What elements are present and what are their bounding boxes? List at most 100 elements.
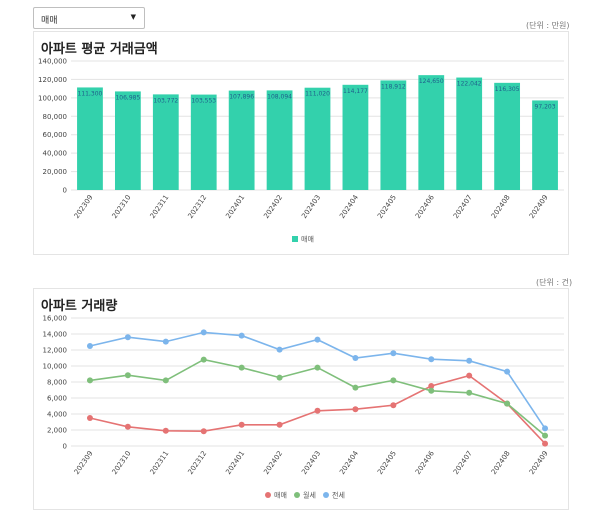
bar-value-label: 124,650 <box>419 78 444 85</box>
y-tick-label: 12,000 <box>43 347 68 355</box>
price-bar-chart: 0 20,000 40,000 60,000 80,000 100,000 120,000 1… <box>38 58 564 244</box>
price-chart-panel: 아파트 평균 거래금액 0 20,000 40,000 60,000 80,000 100… <box>33 31 569 255</box>
bar <box>456 77 483 190</box>
data-point <box>504 400 511 407</box>
data-point <box>428 383 435 389</box>
bar-value-label: 97,203 <box>535 103 556 110</box>
data-point <box>352 355 359 361</box>
data-point <box>314 407 321 414</box>
x-tick-label: 202402 <box>262 194 284 220</box>
unit-label-volume: (단위 : 건) <box>536 278 573 287</box>
y-tick-label: 140,000 <box>38 58 67 66</box>
legend-swatch <box>292 236 298 242</box>
data-point <box>124 372 131 379</box>
x-tick-label: 202408 <box>490 450 512 476</box>
bar <box>380 80 407 190</box>
legend-swatch <box>294 492 300 498</box>
bar-value-label: 103,772 <box>153 97 178 104</box>
x-tick-label: 202311 <box>149 450 171 476</box>
data-point <box>86 343 93 349</box>
bar <box>266 90 293 190</box>
volume-chart-panel: 아파트 거래량 0 2,000 4,000 6,000 8,000 10,000 12,00… <box>33 288 569 510</box>
x-tick-label: 202404 <box>338 449 360 476</box>
y-tick-label: 10,000 <box>43 363 68 371</box>
data-point <box>542 432 549 439</box>
data-point <box>314 336 321 343</box>
data-point <box>352 384 359 391</box>
bar-value-label: 118,912 <box>381 83 406 90</box>
x-tick-label: 202310 <box>111 450 133 476</box>
data-point <box>466 357 473 364</box>
y-tick-label: 8,000 <box>47 379 67 387</box>
bar <box>114 91 141 190</box>
data-point <box>504 368 511 375</box>
x-tick-label: 202311 <box>149 194 171 220</box>
legend-label: 매매 <box>301 236 314 244</box>
x-tick-label: 202309 <box>73 450 95 476</box>
y-tick-label: 100,000 <box>38 94 67 102</box>
data-point <box>200 329 207 336</box>
x-tick-label: 202409 <box>528 194 550 220</box>
x-tick-label: 202401 <box>224 194 246 220</box>
y-tick-label: 60,000 <box>43 131 68 139</box>
data-point <box>542 440 549 447</box>
bar-value-label: 108,094 <box>267 93 292 100</box>
y-tick-label: 20,000 <box>43 168 68 176</box>
data-point <box>124 334 131 341</box>
data-point <box>200 356 207 363</box>
y-tick-label: 14,000 <box>43 331 68 339</box>
volume-chart-title: 아파트 거래량 <box>41 299 118 314</box>
bar <box>152 94 179 190</box>
bar-value-label: 111,300 <box>78 90 103 97</box>
bar <box>228 90 255 190</box>
bar <box>77 87 103 190</box>
unit-label-price: (단위 : 만원) <box>526 21 570 30</box>
data-point <box>314 364 321 371</box>
transaction-type-select[interactable]: 매매 ▼ <box>33 7 145 29</box>
bar <box>532 100 558 190</box>
x-tick-label: 202406 <box>414 193 436 220</box>
data-point <box>352 406 359 413</box>
y-tick-label: 4,000 <box>47 411 67 419</box>
bar <box>190 94 217 190</box>
data-point <box>238 421 245 428</box>
data-point <box>276 346 283 353</box>
data-point <box>124 423 131 430</box>
data-point <box>162 338 169 345</box>
y-tick-label: 16,000 <box>43 315 68 323</box>
bar <box>494 82 521 190</box>
y-tick-label: 80,000 <box>43 113 68 121</box>
x-tick-label: 202406 <box>414 449 436 476</box>
bar-value-label: 116,305 <box>495 86 520 93</box>
x-tick-label: 202405 <box>376 450 398 476</box>
bar <box>418 75 445 190</box>
bar-value-label: 111,020 <box>305 91 330 98</box>
x-tick-label: 202403 <box>300 450 322 476</box>
data-point <box>466 389 473 396</box>
x-tick-label: 202408 <box>490 194 512 220</box>
bar-value-label: 106,985 <box>115 94 140 101</box>
x-tick-label: 202312 <box>186 450 208 476</box>
bar-value-label: 107,896 <box>229 94 254 101</box>
data-point <box>86 377 93 384</box>
transaction-type-value: 매매 <box>41 16 58 26</box>
data-point <box>162 377 169 384</box>
bar-value-label: 103,553 <box>191 98 216 105</box>
data-point <box>238 332 245 339</box>
data-point <box>390 377 397 384</box>
data-point <box>200 428 207 435</box>
y-tick-label: 120,000 <box>38 76 67 84</box>
data-point <box>466 372 473 379</box>
data-point <box>86 415 93 421</box>
legend-label: 매매 <box>274 492 287 500</box>
x-tick-label: 202401 <box>224 450 246 476</box>
legend-label: 전세 <box>332 491 345 500</box>
x-tick-label: 202310 <box>111 194 133 220</box>
y-tick-label: 6,000 <box>47 395 67 403</box>
bar <box>342 84 369 190</box>
x-tick-label: 202402 <box>262 450 284 476</box>
data-point <box>390 350 397 357</box>
data-point <box>542 425 549 432</box>
y-tick-label: 0 <box>63 187 67 195</box>
data-point <box>428 387 435 394</box>
